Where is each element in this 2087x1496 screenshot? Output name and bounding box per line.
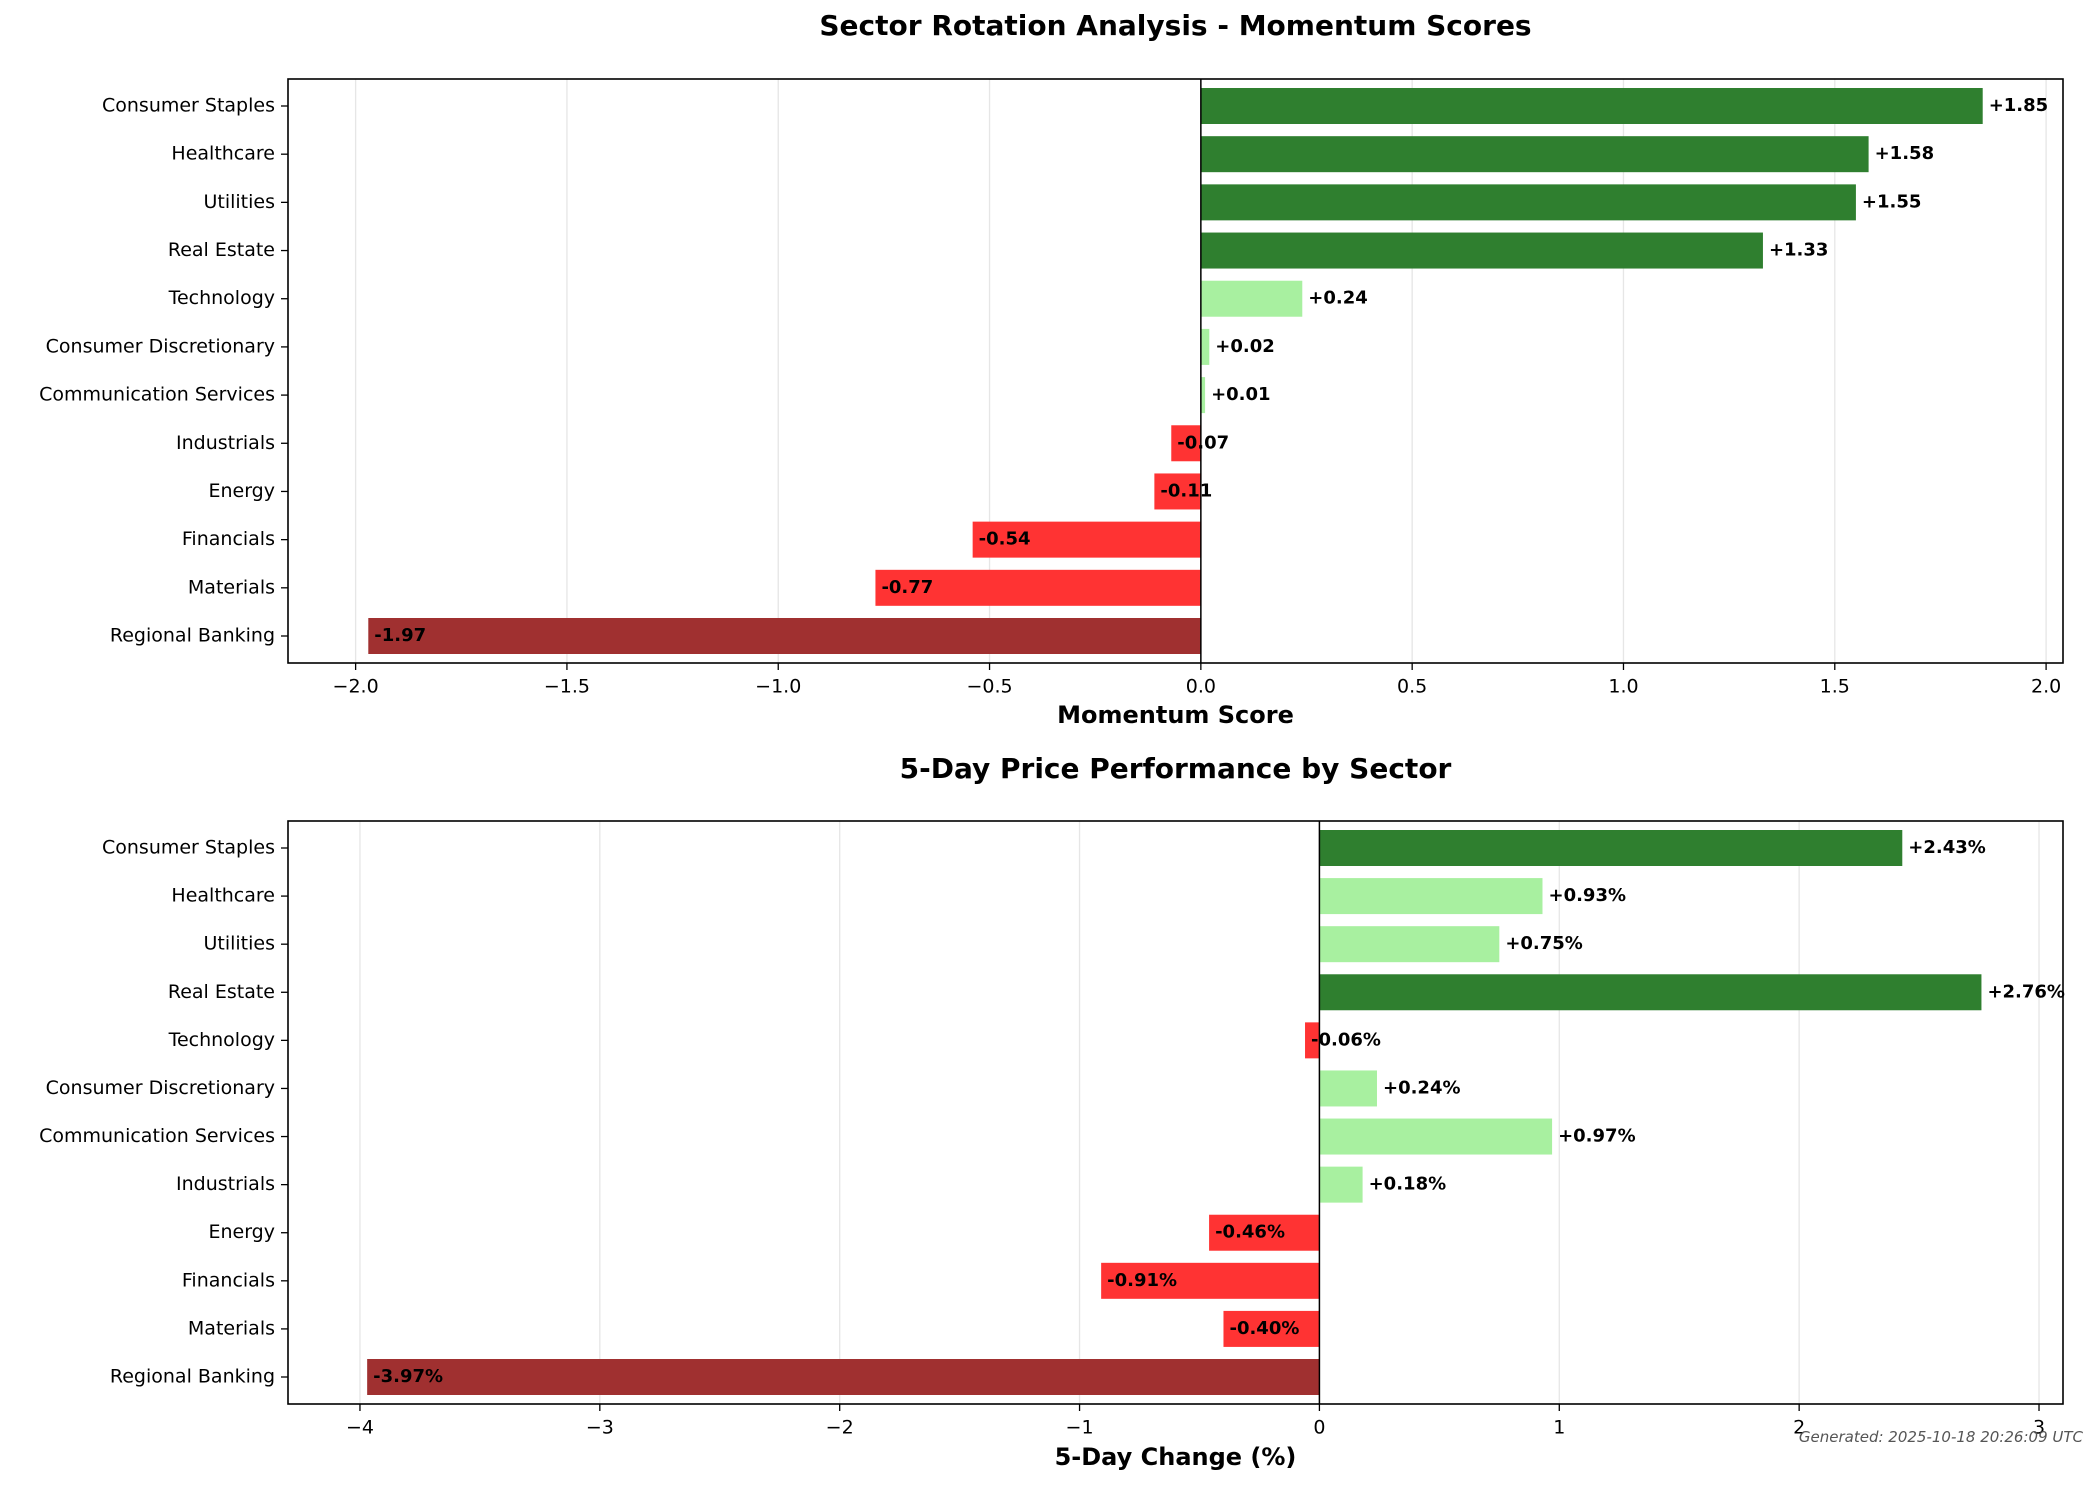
bar-1-8 <box>1209 1214 1320 1251</box>
bar-0-9 <box>972 521 1201 558</box>
data-label-1-1: +0.93% <box>1548 885 1626 906</box>
x-axis-label-0: Momentum Score <box>1057 701 1294 729</box>
y-tick-label-0-11: Regional Banking <box>110 625 275 647</box>
x-tick-label-0-7: 1.5 <box>1820 676 1850 698</box>
y-tick-label-0-0: Consumer Staples <box>102 95 275 117</box>
y-tick-label-0-1: Healthcare <box>171 143 275 165</box>
data-label-1-10: -0.40% <box>1229 1318 1299 1339</box>
y-tick-label-0-2: Utilities <box>203 191 275 213</box>
x-tick-label-1-4: 0 <box>1313 1417 1325 1439</box>
bar-0-11 <box>368 618 1201 654</box>
data-label-1-8: -0.46% <box>1215 1222 1285 1243</box>
chart-title-0: Sector Rotation Analysis - Momentum Scor… <box>819 9 1531 42</box>
data-label-0-6: +0.01 <box>1211 384 1271 405</box>
y-tick-label-1-10: Materials <box>188 1317 275 1339</box>
y-tick-label-1-11: Regional Banking <box>110 1366 275 1388</box>
bar-1-3 <box>1319 974 1982 1011</box>
x-axis-label-1: 5-Day Change (%) <box>1055 1443 1297 1471</box>
x-tick-label-0-0: −2.0 <box>333 676 379 698</box>
x-tick-label-0-3: −0.5 <box>966 676 1012 698</box>
x-tick-label-0-4: 0.0 <box>1186 676 1216 698</box>
y-tick-label-1-2: Utilities <box>203 933 275 955</box>
bar-0-1 <box>1200 136 1869 173</box>
data-label-0-8: -0.11 <box>1160 480 1212 501</box>
data-label-0-0: +1.85 <box>1989 95 2049 116</box>
bar-1-4 <box>1305 1022 1320 1059</box>
bar-1-0 <box>1319 830 1903 866</box>
bar-1-5 <box>1319 1070 1377 1107</box>
data-label-0-1: +1.58 <box>1875 143 1935 164</box>
bar-0-10 <box>875 569 1201 606</box>
x-tick-label-0-2: −1.0 <box>755 676 801 698</box>
data-label-1-5: +0.24% <box>1383 1077 1461 1098</box>
data-label-1-11: -3.97% <box>373 1366 443 1387</box>
x-tick-label-0-5: 0.5 <box>1397 676 1427 698</box>
x-tick-label-1-1: −3 <box>586 1417 614 1439</box>
x-tick-label-1-5: 1 <box>1553 1417 1565 1439</box>
bar-1-7 <box>1319 1166 1363 1203</box>
y-tick-label-1-3: Real Estate <box>168 981 275 1003</box>
bar-0-0 <box>1200 88 1983 124</box>
data-label-1-4: -0.06% <box>1311 1029 1381 1050</box>
y-tick-label-0-10: Materials <box>188 576 275 598</box>
data-label-1-9: -0.91% <box>1107 1270 1177 1291</box>
data-label-1-7: +0.18% <box>1369 1174 1447 1195</box>
x-tick-label-1-0: −4 <box>346 1417 374 1439</box>
bar-1-10 <box>1223 1310 1320 1347</box>
data-label-0-10: -0.77 <box>881 577 933 598</box>
y-tick-label-1-4: Technology <box>168 1029 275 1051</box>
y-tick-label-0-6: Communication Services <box>39 384 275 406</box>
data-label-0-5: +0.02 <box>1215 336 1275 357</box>
y-tick-label-1-5: Consumer Discretionary <box>46 1077 275 1099</box>
data-label-1-6: +0.97% <box>1558 1126 1636 1147</box>
bar-1-2 <box>1319 926 1500 963</box>
chart-title-1: 5-Day Price Performance by Sector <box>900 752 1452 785</box>
bar-0-5 <box>1200 328 1210 365</box>
bar-0-6 <box>1200 377 1206 414</box>
data-label-0-2: +1.55 <box>1862 191 1922 212</box>
data-label-1-3: +2.76% <box>1987 981 2065 1002</box>
bar-0-4 <box>1200 280 1303 317</box>
bar-1-9 <box>1101 1262 1320 1299</box>
x-tick-label-1-3: −1 <box>1066 1417 1094 1439</box>
y-tick-label-0-4: Technology <box>168 287 275 309</box>
data-label-0-11: -1.97 <box>374 625 426 646</box>
x-tick-label-1-7: 3 <box>2033 1417 2045 1439</box>
y-tick-label-0-3: Real Estate <box>168 239 275 261</box>
x-tick-label-0-6: 1.0 <box>1608 676 1638 698</box>
y-tick-label-0-5: Consumer Discretionary <box>46 335 275 357</box>
y-tick-label-1-7: Industrials <box>176 1173 275 1195</box>
x-tick-label-0-1: −1.5 <box>544 676 590 698</box>
y-tick-label-1-0: Consumer Staples <box>102 837 275 859</box>
x-tick-label-0-8: 2.0 <box>2031 676 2061 698</box>
bar-1-11 <box>367 1359 1320 1395</box>
y-tick-label-1-8: Energy <box>208 1221 275 1243</box>
plot-frame-1 <box>287 820 2064 1405</box>
generated-timestamp: Generated: 2025-10-18 20:26:09 UTC <box>1798 1428 2083 1446</box>
data-label-0-4: +0.24 <box>1308 288 1368 309</box>
bar-0-2 <box>1200 184 1856 221</box>
y-tick-label-0-8: Energy <box>208 480 275 502</box>
plot-frame-0 <box>287 78 2064 664</box>
y-tick-label-1-9: Financials <box>182 1269 275 1291</box>
bar-1-1 <box>1319 878 1543 915</box>
x-tick-label-1-2: −2 <box>826 1417 854 1439</box>
data-label-1-2: +0.75% <box>1505 933 1583 954</box>
data-label-1-0: +2.43% <box>1908 837 1986 858</box>
data-label-0-9: -0.54 <box>979 529 1031 550</box>
y-tick-label-0-9: Financials <box>182 528 275 550</box>
x-tick-label-1-6: 2 <box>1793 1417 1805 1439</box>
data-label-0-7: -0.07 <box>1177 432 1229 453</box>
bar-1-6 <box>1319 1118 1553 1155</box>
y-tick-label-0-7: Industrials <box>176 432 275 454</box>
bar-0-7 <box>1171 425 1201 462</box>
y-tick-label-1-1: Healthcare <box>171 885 275 907</box>
bar-0-3 <box>1200 232 1763 269</box>
bar-0-8 <box>1154 473 1201 510</box>
data-label-0-3: +1.33 <box>1769 240 1829 261</box>
y-tick-label-1-6: Communication Services <box>39 1125 275 1147</box>
